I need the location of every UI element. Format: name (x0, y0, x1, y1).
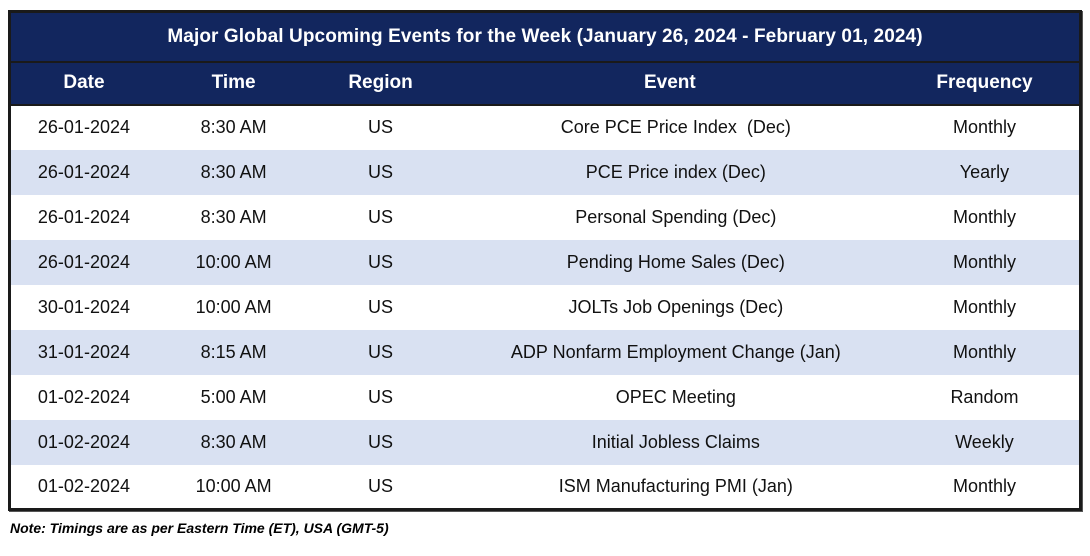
frequency-cell: Monthly (889, 194, 1081, 240)
event-cell: Pending Home Sales (Dec) (450, 239, 890, 285)
events-table-container: Major Global Upcoming Events for the Wee… (8, 10, 1082, 511)
frequency-cell: Random (889, 374, 1081, 420)
frequency-cell: Monthly (889, 464, 1081, 510)
date-cell: 31-01-2024 (9, 329, 157, 375)
table-row: 01-02-2024 8:30 AM US Initial Jobless Cl… (9, 419, 1081, 465)
events-table: Major Global Upcoming Events for the Wee… (8, 10, 1082, 511)
time-cell: 8:30 AM (156, 104, 311, 150)
event-cell: ADP Nonfarm Employment Change (Jan) (450, 329, 890, 375)
frequency-cell: Yearly (889, 149, 1081, 195)
column-header-event: Event (450, 61, 890, 106)
date-cell: 26-01-2024 (9, 239, 157, 285)
event-cell: OPEC Meeting (450, 374, 890, 420)
region-cell: US (310, 464, 451, 510)
date-cell: 26-01-2024 (9, 149, 157, 195)
table-header-row: Date Time Region Event Frequency (9, 61, 1081, 106)
frequency-cell: Weekly (889, 419, 1081, 465)
time-cell: 8:30 AM (156, 419, 311, 465)
region-cell: US (310, 419, 451, 465)
region-cell: US (310, 284, 451, 330)
table-row: 30-01-2024 10:00 AM US JOLTs Job Opening… (9, 284, 1081, 330)
time-cell: 8:30 AM (156, 194, 311, 240)
region-cell: US (310, 104, 451, 150)
column-header-date: Date (9, 61, 157, 106)
date-cell: 01-02-2024 (9, 464, 157, 510)
table-row: 26-01-2024 8:30 AM US Personal Spending … (9, 194, 1081, 240)
event-cell: PCE Price index (Dec) (450, 149, 890, 195)
table-row: 01-02-2024 5:00 AM US OPEC Meeting Rando… (9, 374, 1081, 420)
event-cell: JOLTs Job Openings (Dec) (450, 284, 890, 330)
region-cell: US (310, 374, 451, 420)
column-header-time: Time (156, 61, 311, 106)
time-cell: 8:30 AM (156, 149, 311, 195)
region-cell: US (310, 149, 451, 195)
time-cell: 10:00 AM (156, 284, 311, 330)
time-cell: 10:00 AM (156, 464, 311, 510)
frequency-cell: Monthly (889, 104, 1081, 150)
event-cell: Personal Spending (Dec) (450, 194, 890, 240)
event-cell: Core PCE Price Index (Dec) (450, 104, 890, 150)
column-header-frequency: Frequency (889, 61, 1081, 106)
date-cell: 26-01-2024 (9, 194, 157, 240)
time-cell: 8:15 AM (156, 329, 311, 375)
time-cell: 10:00 AM (156, 239, 311, 285)
column-header-region: Region (310, 61, 451, 106)
event-cell: Initial Jobless Claims (450, 419, 890, 465)
timezone-footnote: Note: Timings are as per Eastern Time (E… (10, 520, 389, 536)
frequency-cell: Monthly (889, 284, 1081, 330)
region-cell: US (310, 194, 451, 240)
region-cell: US (310, 329, 451, 375)
frequency-cell: Monthly (889, 239, 1081, 285)
table-row: 26-01-2024 8:30 AM US Core PCE Price Ind… (9, 104, 1081, 150)
table-row: 31-01-2024 8:15 AM US ADP Nonfarm Employ… (9, 329, 1081, 375)
region-cell: US (310, 239, 451, 285)
table-title: Major Global Upcoming Events for the Wee… (9, 11, 1081, 63)
table-title-row: Major Global Upcoming Events for the Wee… (9, 11, 1081, 63)
date-cell: 30-01-2024 (9, 284, 157, 330)
date-cell: 01-02-2024 (9, 419, 157, 465)
date-cell: 01-02-2024 (9, 374, 157, 420)
frequency-cell: Monthly (889, 329, 1081, 375)
time-cell: 5:00 AM (156, 374, 311, 420)
event-cell: ISM Manufacturing PMI (Jan) (450, 464, 890, 510)
table-row: 26-01-2024 8:30 AM US PCE Price index (D… (9, 149, 1081, 195)
table-row: 01-02-2024 10:00 AM US ISM Manufacturing… (9, 464, 1081, 510)
date-cell: 26-01-2024 (9, 104, 157, 150)
table-row: 26-01-2024 10:00 AM US Pending Home Sale… (9, 239, 1081, 285)
